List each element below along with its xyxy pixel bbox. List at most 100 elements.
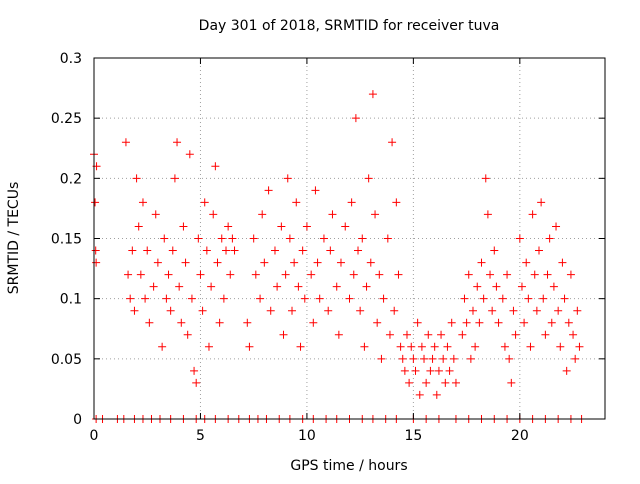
data-point bbox=[486, 270, 495, 279]
data-point bbox=[458, 330, 467, 339]
data-point bbox=[175, 282, 184, 291]
y-tick-label: 0.1 bbox=[60, 292, 82, 308]
y-tick-label: 0.05 bbox=[51, 352, 82, 368]
data-point bbox=[377, 354, 386, 363]
data-point bbox=[575, 342, 584, 351]
data-point bbox=[168, 246, 177, 255]
data-point bbox=[468, 306, 477, 315]
x-axis-ticks: 0 5 10 15 20 bbox=[90, 58, 529, 444]
grid bbox=[94, 58, 605, 419]
data-point bbox=[500, 342, 509, 351]
y-axis-label: SRMTID / TECUs bbox=[6, 182, 22, 295]
data-point bbox=[402, 330, 411, 339]
data-point bbox=[196, 270, 205, 279]
y-tick-label: 0 bbox=[73, 412, 82, 428]
data-point bbox=[209, 210, 218, 219]
data-point bbox=[566, 270, 575, 279]
data-point bbox=[545, 234, 554, 243]
data-point bbox=[409, 354, 418, 363]
data-point bbox=[177, 318, 186, 327]
data-point bbox=[290, 258, 299, 267]
data-point bbox=[366, 258, 375, 267]
data-point bbox=[91, 246, 100, 255]
data-point bbox=[390, 306, 399, 315]
data-point bbox=[564, 318, 573, 327]
data-point bbox=[462, 318, 471, 327]
data-point bbox=[349, 270, 358, 279]
data-point bbox=[400, 366, 409, 375]
data-point bbox=[517, 282, 526, 291]
data-point bbox=[422, 378, 431, 387]
data-point bbox=[356, 306, 365, 315]
data-point bbox=[505, 354, 514, 363]
data-point bbox=[524, 294, 533, 303]
data-markers bbox=[90, 90, 586, 423]
data-point bbox=[541, 330, 550, 339]
data-point bbox=[128, 246, 137, 255]
data-point bbox=[539, 294, 548, 303]
data-point bbox=[202, 246, 211, 255]
data-point bbox=[417, 342, 426, 351]
data-point bbox=[311, 186, 320, 195]
data-point bbox=[385, 330, 394, 339]
x-tick-label: 15 bbox=[404, 428, 422, 444]
data-point bbox=[181, 258, 190, 267]
data-point bbox=[345, 294, 354, 303]
data-point bbox=[270, 246, 279, 255]
data-point bbox=[562, 366, 571, 375]
data-point bbox=[371, 210, 380, 219]
data-point bbox=[222, 246, 231, 255]
data-point bbox=[354, 246, 363, 255]
data-point bbox=[443, 342, 452, 351]
data-point bbox=[179, 222, 188, 231]
data-point bbox=[326, 246, 335, 255]
data-point bbox=[328, 210, 337, 219]
data-point bbox=[464, 270, 473, 279]
data-point bbox=[190, 366, 199, 375]
data-point bbox=[230, 246, 239, 255]
data-point bbox=[396, 342, 405, 351]
data-point bbox=[226, 270, 235, 279]
data-point bbox=[373, 318, 382, 327]
data-point bbox=[471, 342, 480, 351]
data-point bbox=[315, 294, 324, 303]
data-point bbox=[251, 270, 260, 279]
data-point bbox=[258, 210, 267, 219]
data-point bbox=[200, 198, 209, 207]
data-point bbox=[426, 366, 435, 375]
data-point bbox=[411, 366, 420, 375]
y-tick-label: 0.15 bbox=[51, 232, 82, 248]
data-point bbox=[249, 234, 258, 243]
data-point bbox=[488, 306, 497, 315]
data-point bbox=[358, 234, 367, 243]
data-point bbox=[134, 222, 143, 231]
data-point bbox=[473, 282, 482, 291]
data-point bbox=[260, 258, 269, 267]
data-point bbox=[554, 306, 563, 315]
data-point bbox=[292, 198, 301, 207]
y-tick-label: 0.3 bbox=[60, 51, 82, 67]
data-point bbox=[483, 210, 492, 219]
data-point bbox=[138, 198, 147, 207]
x-tick-label: 0 bbox=[90, 428, 99, 444]
data-point bbox=[415, 390, 424, 399]
data-point bbox=[413, 318, 422, 327]
data-point bbox=[198, 306, 207, 315]
data-point bbox=[185, 150, 194, 159]
data-point bbox=[219, 294, 228, 303]
data-point bbox=[532, 306, 541, 315]
data-point bbox=[503, 270, 512, 279]
data-point bbox=[170, 174, 179, 183]
data-point bbox=[490, 246, 499, 255]
data-point bbox=[368, 90, 377, 99]
data-point bbox=[509, 306, 518, 315]
data-point bbox=[334, 330, 343, 339]
data-point bbox=[522, 258, 531, 267]
data-point bbox=[151, 210, 160, 219]
data-point bbox=[520, 318, 529, 327]
data-point bbox=[466, 354, 475, 363]
data-point bbox=[164, 270, 173, 279]
data-point bbox=[288, 306, 297, 315]
data-point bbox=[424, 330, 433, 339]
